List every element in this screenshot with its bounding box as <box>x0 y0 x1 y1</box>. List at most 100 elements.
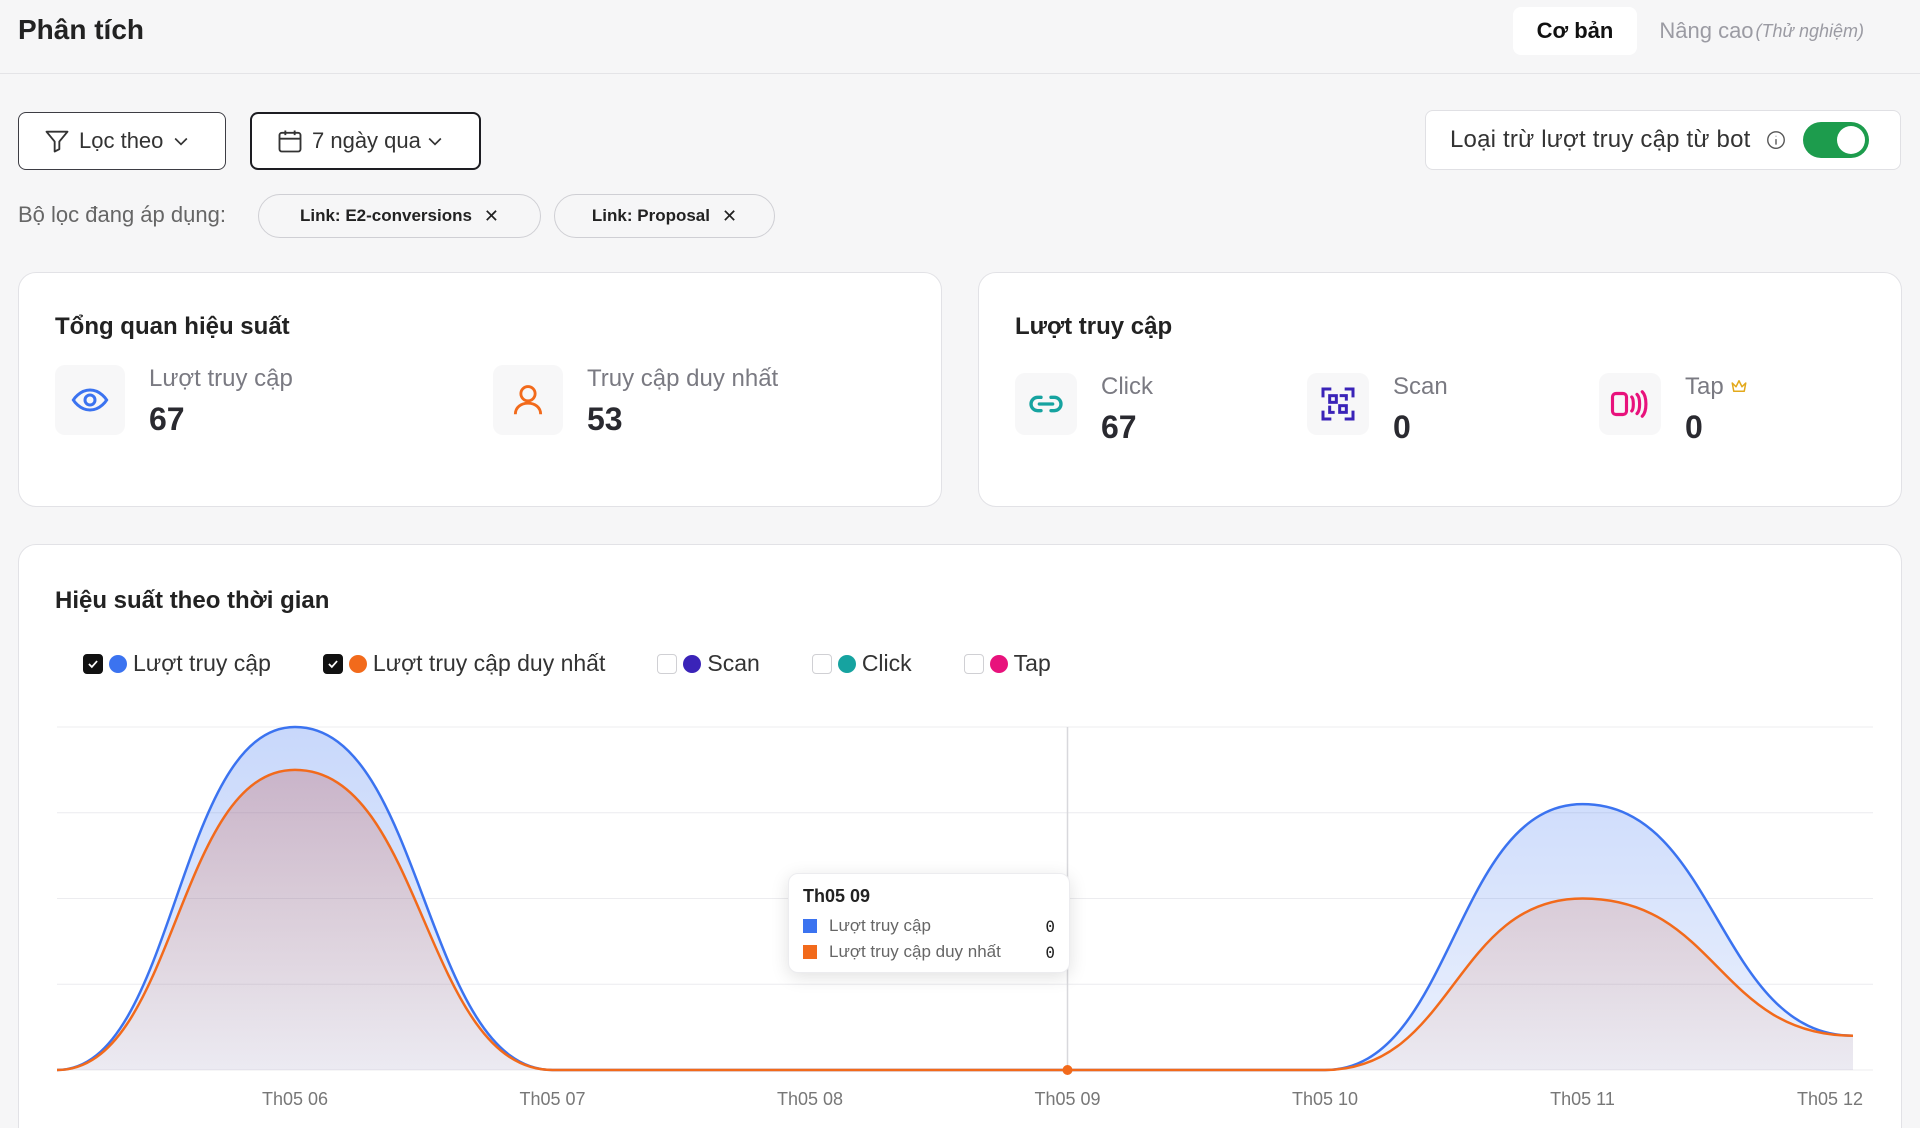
filter-chip: Link: E2-conversions ✕ <box>258 194 541 238</box>
legend-dot <box>109 654 127 673</box>
top-bar: Phân tích Cơ bản Nâng cao (Thử nghiệm) <box>0 0 1920 74</box>
page-title: Phân tích <box>18 14 145 45</box>
stat-label: Truy cập duy nhất <box>587 365 779 392</box>
tooltip-label: Lượt truy cập <box>829 916 931 935</box>
date-range-button[interactable]: 7 ngày qua <box>250 112 481 170</box>
stat-visits: Lượt truy cập 67 <box>55 365 293 438</box>
qr-scan-icon <box>1321 387 1355 421</box>
visits-breakdown-card: Lượt truy cập Click 67 Scan 0 Tap 0 <box>978 272 1902 507</box>
legend-item-click[interactable]: Click <box>811 650 912 677</box>
tooltip-value: 0 <box>1045 916 1055 936</box>
filter-button[interactable]: Lọc theo <box>18 112 226 170</box>
legend-label: Lượt truy cập duy nhất <box>372 650 606 676</box>
crown-icon <box>1731 380 1747 392</box>
x-tick-label: Th05 06 <box>262 1089 328 1109</box>
legend-dot <box>348 654 367 673</box>
nfc-tap-icon <box>1610 390 1648 418</box>
checkbox[interactable] <box>83 653 103 674</box>
date-range-label: 7 ngày qua <box>312 128 421 153</box>
card-title: Tổng quan hiệu suất <box>55 313 290 340</box>
tab-advanced-suffix: (Thử nghiệm) <box>1755 20 1864 41</box>
tooltip-row: Lượt truy cập 0 <box>803 913 1055 939</box>
exclude-bot-box: Loại trừ lượt truy cập từ bot <box>1425 110 1901 170</box>
filter-chip-label: Link: Proposal <box>591 206 710 225</box>
stat-click: Click 67 <box>1015 373 1153 446</box>
legend-dot <box>989 654 1008 673</box>
stat-icon-box <box>1599 373 1661 435</box>
calendar-icon <box>278 130 302 153</box>
exclude-bot-toggle[interactable] <box>1802 122 1869 158</box>
legend-item-tap[interactable]: Tap <box>963 650 1051 677</box>
tooltip-swatch <box>803 945 817 959</box>
stat-value: 67 <box>1101 409 1137 445</box>
stat-tap: Tap 0 <box>1599 373 1748 446</box>
stat-scan: Scan 0 <box>1307 373 1448 446</box>
checkbox[interactable] <box>811 653 832 674</box>
tooltip-row: Lượt truy cập duy nhất 0 <box>803 939 1055 965</box>
hover-point <box>1062 1065 1073 1075</box>
stat-icon-box <box>55 365 125 435</box>
stat-value: 53 <box>587 401 623 437</box>
legend-item-unique[interactable]: Lượt truy cập duy nhất <box>322 650 606 677</box>
legend-dot <box>837 654 856 673</box>
tab-basic[interactable]: Cơ bản <box>1512 7 1638 55</box>
legend-dot <box>683 654 702 673</box>
stat-value: 67 <box>149 401 185 437</box>
stat-label: Scan <box>1393 373 1448 400</box>
stat-text: Lượt truy cập 67 <box>149 365 293 438</box>
checkbox[interactable] <box>963 653 984 674</box>
applied-filters-label: Bộ lọc đang áp dụng: <box>18 202 226 227</box>
tooltip-title: Th05 09 <box>803 886 871 906</box>
series-line <box>56 768 1854 1072</box>
series-area <box>57 769 1853 1070</box>
filter-icon <box>45 130 69 153</box>
tab-advanced-label: Nâng cao <box>1659 18 1754 43</box>
chart-areas <box>56 725 1854 1072</box>
stat-label: Click <box>1101 373 1153 400</box>
performance-chart[interactable]: Th05 06 Th05 07 Th05 08 Th05 09 Th05 10 Th05 … <box>19 545 1903 1128</box>
chart-tooltip: Th05 09 Lượt truy cập 0 Lượt truy cập du… <box>788 873 1070 973</box>
user-icon <box>513 385 543 415</box>
chevron-down-icon <box>428 137 442 146</box>
stat-text: Click 67 <box>1101 373 1153 446</box>
stat-icon-box <box>1307 373 1369 435</box>
chart-legend: Lượt truy cập Lượt truy cập duy nhất Sca… <box>83 650 1103 677</box>
legend-label: Lượt truy cập <box>133 650 271 676</box>
eye-icon <box>71 388 109 412</box>
legend-item-scan[interactable]: Scan <box>657 650 760 677</box>
tooltip-swatch <box>803 919 817 933</box>
x-tick-label: Th05 11 <box>1550 1089 1615 1109</box>
stat-text: Scan 0 <box>1393 373 1448 446</box>
checkbox[interactable] <box>657 653 678 674</box>
stat-label-row: Tap <box>1685 373 1748 401</box>
filter-chip: Link: Proposal ✕ <box>554 194 775 238</box>
stat-unique: Truy cập duy nhất 53 <box>493 365 778 438</box>
exclude-bot-label: Loại trừ lượt truy cập từ bot <box>1450 126 1751 153</box>
check-icon <box>328 659 338 668</box>
card-title: Lượt truy cập <box>1015 313 1173 340</box>
x-axis-ticks: Th05 06 Th05 07 Th05 08 Th05 09 Th05 10 Th05 … <box>262 1089 1863 1109</box>
mode-tabs: Cơ bản Nâng cao (Thử nghiệm) <box>1512 7 1888 55</box>
filter-button-label: Lọc theo <box>79 128 164 153</box>
close-icon[interactable]: ✕ <box>483 205 500 226</box>
link-icon <box>1029 395 1063 413</box>
chevron-down-icon <box>174 137 188 146</box>
stat-label: Tap <box>1685 373 1724 400</box>
card-title: Hiệu suất theo thời gian <box>55 587 330 614</box>
x-tick-label: Th05 08 <box>777 1089 843 1109</box>
stat-value: 0 <box>1685 409 1703 445</box>
close-icon[interactable]: ✕ <box>721 205 738 226</box>
stat-text: Truy cập duy nhất 53 <box>587 365 778 438</box>
stat-text: Tap 0 <box>1685 373 1748 446</box>
x-tick-label: Th05 07 <box>519 1089 585 1109</box>
info-icon[interactable] <box>1765 129 1787 151</box>
performance-chart-card: Hiệu suất theo thời gian Lượt truy cập L… <box>18 544 1902 1128</box>
stat-icon-box <box>1015 373 1077 435</box>
checkbox[interactable] <box>322 653 343 674</box>
legend-label: Scan <box>707 650 760 676</box>
legend-item-visits[interactable]: Lượt truy cập <box>83 650 271 677</box>
stat-label: Lượt truy cập <box>149 365 293 392</box>
tab-advanced[interactable]: Nâng cao (Thử nghiệm) <box>1637 7 1888 55</box>
x-tick-label: Th05 10 <box>1292 1089 1358 1109</box>
toggle-knob <box>1836 126 1865 154</box>
